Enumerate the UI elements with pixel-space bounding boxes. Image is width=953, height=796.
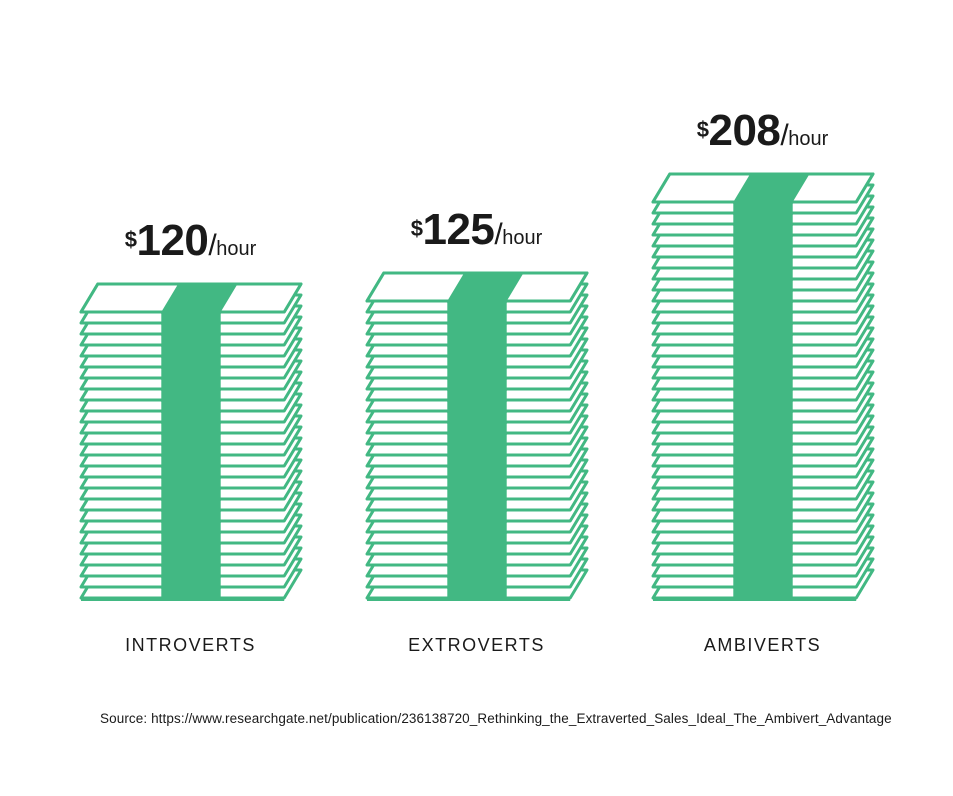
value-label: $208/hour [697, 106, 829, 156]
bar-ambiverts: $208/hour AMBIVERTS [648, 106, 878, 656]
value-unit: hour [502, 227, 542, 249]
currency-symbol: $ [125, 227, 137, 252]
category-label: INTROVERTS [125, 635, 256, 656]
value-label: $120/hour [125, 216, 257, 266]
money-stack-chart: $120/hour INTROVERTS $125/hour EXTROVERT… [0, 106, 953, 656]
value-unit: hour [216, 238, 256, 260]
bar-extroverts: $125/hour EXTROVERTS [362, 205, 592, 656]
value-number: 125 [422, 205, 494, 254]
money-stack-icon [77, 280, 305, 613]
source-citation: Source: https://www.researchgate.net/pub… [100, 711, 892, 726]
money-stack-icon [363, 269, 591, 613]
category-label: EXTROVERTS [408, 635, 545, 656]
value-label: $125/hour [411, 205, 543, 255]
bar-introverts: $120/hour INTROVERTS [76, 216, 306, 656]
currency-symbol: $ [697, 117, 709, 142]
currency-symbol: $ [411, 216, 423, 241]
value-number: 208 [708, 106, 780, 155]
value-number: 120 [136, 216, 208, 265]
value-unit: hour [788, 128, 828, 150]
category-label: AMBIVERTS [704, 635, 821, 656]
money-stack-icon [649, 170, 877, 613]
